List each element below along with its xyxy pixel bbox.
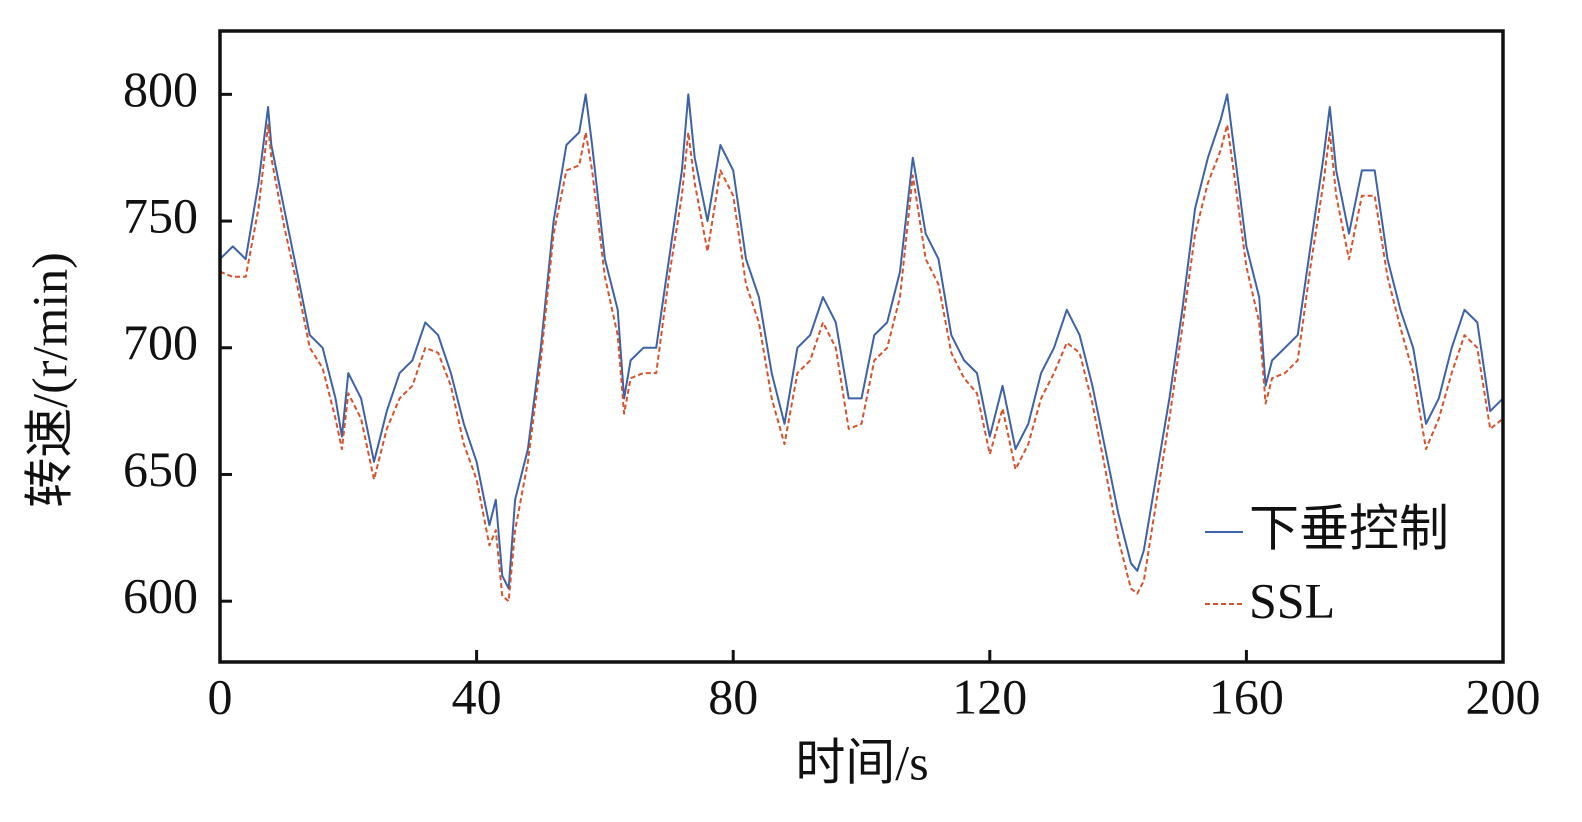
x-tick-label: 160 — [1209, 668, 1284, 724]
y-tick-label: 750 — [123, 188, 198, 244]
x-tick-label: 120 — [952, 668, 1027, 724]
y-axis-label: 转速/(r/min) — [21, 252, 77, 508]
legend-label: SSL — [1249, 572, 1335, 628]
x-tick-label: 200 — [1466, 668, 1541, 724]
y-tick-label: 600 — [123, 568, 198, 624]
series-line — [219, 123, 1504, 603]
y-tick-label: 650 — [123, 441, 198, 497]
x-tick-label: 0 — [208, 668, 233, 724]
x-axis-label: 时间/s — [795, 734, 928, 790]
x-tick-label: 80 — [708, 668, 758, 724]
y-tick-label: 800 — [123, 61, 198, 117]
y-tick-label: 700 — [123, 314, 198, 370]
legend-label: 下垂控制 — [1249, 500, 1449, 556]
plot-frame — [218, 29, 1505, 664]
series-line — [219, 93, 1504, 590]
x-tick-label: 40 — [452, 668, 502, 724]
